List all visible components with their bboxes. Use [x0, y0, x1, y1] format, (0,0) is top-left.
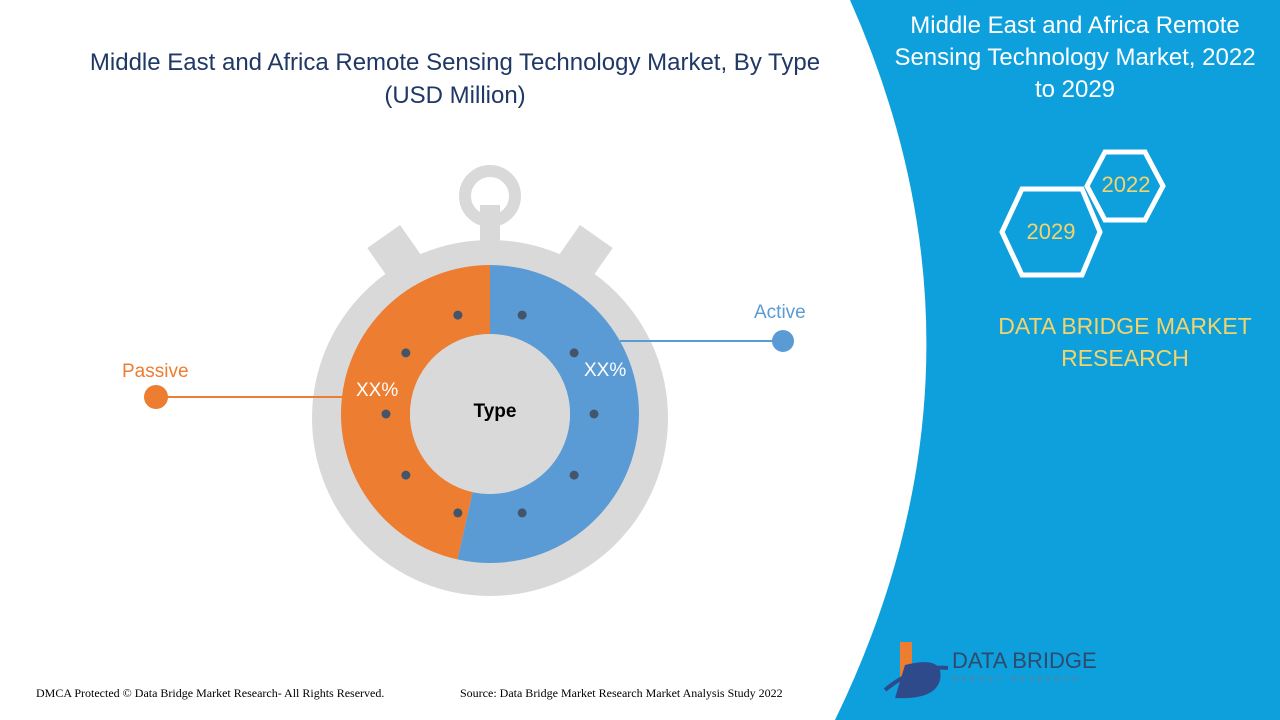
side-panel: [835, 0, 1280, 720]
year-start: 2022: [1101, 172, 1151, 197]
donut-chart: [340, 265, 639, 563]
tick-dot: [401, 470, 411, 480]
copyright: DMCA Protected © Data Bridge Market Rese…: [36, 686, 385, 700]
center-label: Type: [473, 401, 517, 422]
logo-subtext: MARKET RESEARCH: [952, 676, 1082, 683]
tick-dot: [401, 348, 411, 358]
tick-dot: [381, 409, 391, 419]
legend-passive: Passive: [122, 361, 189, 382]
tick-dot: [569, 470, 579, 480]
data-label-passive: XX%: [356, 380, 399, 401]
slice-passive: [340, 265, 490, 560]
hexagon-2022: [999, 149, 1166, 278]
chart-title: Middle East and Africa Remote Sensing Te…: [89, 49, 821, 109]
donut-hole: [410, 334, 570, 494]
year-end: 2029: [1026, 219, 1076, 244]
panel-title: Middle East and Africa Remote Sensing Te…: [894, 12, 1256, 103]
dbmr-logo: [883, 642, 949, 699]
slice-active: [457, 265, 639, 563]
legend-active: Active: [754, 302, 806, 323]
tick-dot: [569, 348, 579, 358]
brand-text: DATA BRIDGE MARKET RESEARCH: [998, 313, 1252, 371]
logo-text: DATA BRIDGE: [952, 648, 1097, 673]
active-marker: [772, 330, 794, 352]
tick-dot: [453, 508, 463, 518]
tick-dot: [589, 409, 599, 419]
tick-dot: [517, 508, 527, 518]
source: Source: Data Bridge Market Research Mark…: [460, 686, 783, 700]
data-label-active: XX%: [584, 360, 627, 381]
passive-marker: [144, 385, 168, 409]
tick-dot: [453, 310, 463, 320]
tick-dot: [517, 310, 527, 320]
